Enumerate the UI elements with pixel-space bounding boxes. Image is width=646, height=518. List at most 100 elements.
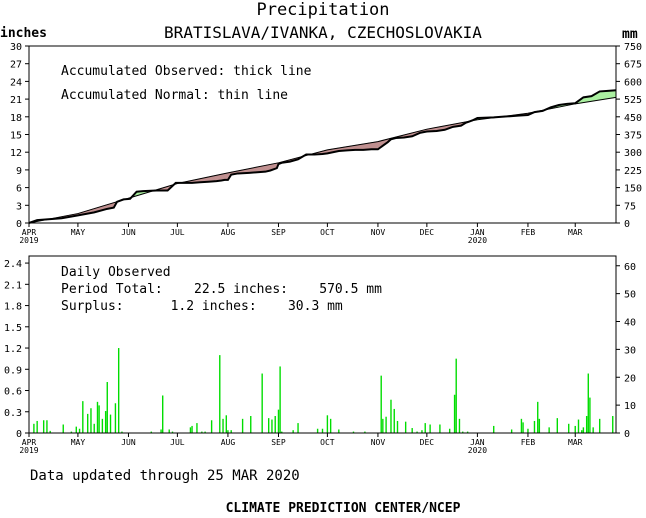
y-tick-label-mm: 30: [624, 345, 636, 356]
daily-precip-bar: [297, 423, 299, 433]
daily-precip-bar: [160, 429, 162, 433]
x-tick-label-month: OCT: [320, 438, 335, 447]
daily-precip-bar: [556, 418, 558, 433]
daily-precip-bar: [352, 431, 355, 433]
y-tick-label-inches: 2.1: [4, 280, 22, 291]
daily-precip-bar: [62, 424, 64, 433]
daily-precip-bar: [279, 366, 281, 433]
daily-precip-bar: [210, 420, 213, 433]
daily-precip-bar: [582, 427, 585, 433]
daily-precip-bar: [404, 421, 407, 433]
daily-precip-bar: [577, 419, 580, 433]
daily-precip-bar: [321, 428, 324, 433]
daily-precip-bar: [581, 430, 583, 433]
y-tick-label-mm: 450: [624, 113, 642, 124]
daily-precip-bar: [424, 423, 426, 433]
daily-precip-bar: [36, 420, 38, 433]
daily-precip-bar: [98, 405, 100, 433]
daily-precip-bar: [46, 420, 48, 433]
period-total-note: Period Total: 22.5 inches: 570.5 mm: [61, 282, 382, 297]
y-tick-label-mm: 20: [624, 373, 636, 384]
x-tick-label-month: NOV: [371, 438, 386, 447]
daily-precip-bar: [268, 418, 270, 433]
daily-precip-bar: [104, 411, 107, 433]
x-tick-label-year: 2019: [19, 236, 38, 245]
daily-precip-bar: [109, 414, 112, 433]
daily-precip-bar: [90, 408, 92, 433]
daily-precip-bar: [222, 418, 224, 433]
x-tick-label-month: JUN: [121, 438, 136, 447]
daily-precip-bar: [455, 358, 457, 433]
daily-precip-bar: [574, 425, 576, 433]
daily-precip-bar: [589, 397, 591, 433]
daily-precip-bar: [612, 416, 614, 433]
daily-plot-area: [33, 348, 614, 433]
daily-precip-bar: [250, 416, 252, 433]
y-tick-label-mm: 150: [624, 184, 642, 195]
daily-precip-bar: [93, 423, 95, 433]
daily-precip-bar: [168, 429, 170, 433]
daily-precip-bar: [87, 413, 89, 433]
daily-precip-bar: [42, 420, 45, 433]
x-tick-label-month: JAN: [470, 228, 485, 237]
x-tick-label-month: MAY: [71, 228, 86, 237]
y-tick-label-inches: 12: [10, 148, 22, 159]
daily-precip-bar: [592, 427, 594, 433]
daily-precip-bar: [292, 430, 294, 433]
daily-precip-bar: [458, 418, 461, 433]
daily-precip-bar: [75, 426, 77, 433]
credit-line: CLIMATE PREDICTION CENTER/NCEP: [226, 501, 461, 516]
y-tick-label-inches: 1.8: [4, 302, 22, 313]
daily-precip-bar: [421, 430, 423, 433]
daily-precip-bar: [33, 423, 35, 433]
daily-precip-bar: [227, 430, 229, 433]
right-unit-label: mm: [622, 27, 638, 42]
y-tick-label-mm: 0: [624, 429, 630, 440]
x-tick-label-month: MAR: [568, 438, 583, 447]
daily-precip-bar: [78, 428, 81, 433]
x-tick-label-month: JUN: [121, 228, 136, 237]
daily-panel: 0 0.3 0.6 0.9 1.2 1.5 1.8 2.1 2.4 0 10 20 30 40 50 60 AP…: [4, 255, 636, 455]
daily-precip-bar: [96, 401, 99, 433]
daily-precip-bar: [548, 427, 550, 433]
y-tick-label-mm: 0: [624, 219, 630, 230]
accumulated-observed-line: [28, 89, 617, 224]
x-tick-label-month: APR: [22, 228, 37, 237]
x-tick-label-month: MAR: [568, 228, 583, 237]
daily-precip-bar: [385, 416, 387, 433]
y-tick-label-mm: 75: [624, 201, 636, 212]
daily-precip-bar: [316, 428, 319, 433]
daily-precip-bar: [49, 430, 51, 433]
y-tick-label-mm: 675: [624, 60, 642, 71]
x-tick-label-month: SEP: [271, 438, 286, 447]
daily-precip-bar: [520, 418, 523, 433]
y-tick-label-mm: 600: [624, 77, 642, 88]
daily-precip-bar: [453, 394, 456, 433]
daily-precip-bar: [390, 399, 392, 433]
daily-precip-bar: [599, 418, 601, 433]
y-tick-label-inches: 0.9: [4, 365, 22, 376]
daily-precip-bar: [70, 431, 73, 433]
y-tick-label-inches: 0.3: [4, 408, 22, 419]
daily-precip-bar: [326, 415, 329, 433]
daily-precip-bar: [493, 425, 495, 433]
y-tick-label-mm: 750: [624, 42, 642, 53]
x-tick-label-month: JUL: [170, 438, 185, 447]
daily-precip-bar: [191, 425, 193, 433]
daily-observed-note: Daily Observed: [61, 265, 171, 280]
daily-precip-bar: [429, 424, 431, 433]
daily-axes: 0 0.3 0.6 0.9 1.2 1.5 1.8 2.1 2.4 0 10 20 30 40 50 60 AP…: [4, 259, 636, 455]
x-tick-label-month: OCT: [320, 228, 335, 237]
daily-precip-bar: [382, 418, 384, 433]
y-tick-label-inches: 18: [10, 113, 22, 124]
accumulated-normal-note: Accumulated Normal: thin line: [61, 88, 288, 103]
x-tick-label-month: DEC: [420, 438, 435, 447]
daily-precip-bar: [396, 420, 399, 433]
daily-precip-bar: [121, 431, 123, 433]
daily-precip-bar: [261, 373, 263, 433]
daily-precip-bar: [585, 416, 588, 433]
daily-precip-bar: [101, 418, 104, 433]
daily-precip-bar: [568, 423, 570, 433]
x-tick-label-month: JUL: [170, 228, 185, 237]
daily-precip-bar: [106, 382, 108, 433]
